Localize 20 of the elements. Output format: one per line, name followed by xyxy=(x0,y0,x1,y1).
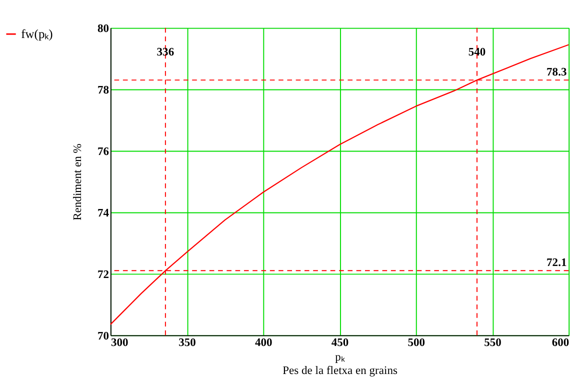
legend-label: fw(pₖ) xyxy=(21,26,53,41)
x-tick-label: 400 xyxy=(255,337,273,350)
y-tick-label: 70 xyxy=(98,330,110,343)
x-tick-label: 500 xyxy=(408,337,426,350)
x-tick-label: 600 xyxy=(552,337,570,350)
y-axis-title: Rendiment en % xyxy=(72,143,84,220)
x-axis-title: pₖ Pes de la fletxa en grains xyxy=(282,352,398,378)
x-tick-label: 300 xyxy=(110,337,128,350)
y-tick-label: 78 xyxy=(98,84,110,97)
ref-line-label: 540 xyxy=(468,46,486,59)
y-tick-label: 72 xyxy=(98,269,110,282)
y-tick-label: 76 xyxy=(98,146,110,158)
y-tick-label: 74 xyxy=(98,208,110,220)
x-tick-label: 350 xyxy=(178,337,196,350)
ref-line-label: 336 xyxy=(156,46,174,59)
y-tick-label: 80 xyxy=(98,23,110,36)
x-tick-label: 550 xyxy=(484,337,502,350)
ref-line-label: 72.1 xyxy=(546,256,567,269)
x-tick-label: 450 xyxy=(331,337,349,350)
ref-line-label: 78.3 xyxy=(546,66,567,78)
